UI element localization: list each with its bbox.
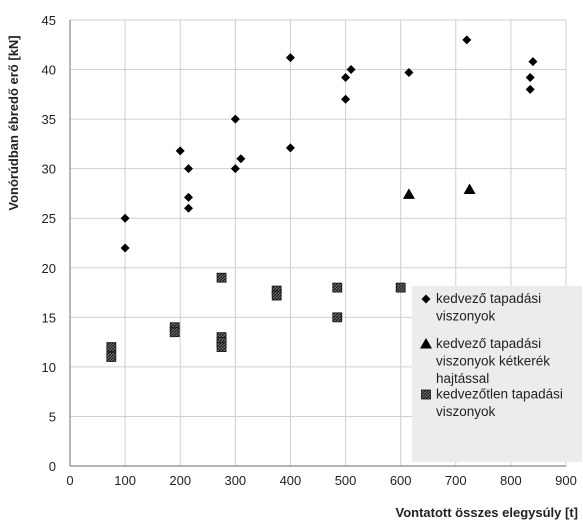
- x-tick-label: 100: [114, 473, 136, 488]
- triangle-data-point: [463, 183, 476, 194]
- legend-diamond-icon: [421, 294, 431, 304]
- square-hatched-data-point: [271, 290, 282, 301]
- square-hatched-data-point: [332, 312, 343, 323]
- x-tick-label: 700: [445, 473, 467, 488]
- diamond-data-point: [230, 164, 240, 174]
- legend-label: viszonyok: [436, 404, 496, 419]
- square-hatched-data-point: [216, 272, 227, 283]
- axes: 0 100 200 300 400 500 600 700 800 900 0 5 10 15 20 25 30…: [42, 13, 577, 488]
- y-tick-label: 10: [42, 360, 56, 375]
- diamond-data-point: [183, 203, 193, 213]
- legend-square-hatched-icon: [421, 389, 431, 400]
- legend-box: [412, 286, 582, 462]
- square-hatched-data-point: [106, 352, 117, 362]
- diamond-data-point: [525, 72, 535, 82]
- x-tick-label: 200: [169, 473, 191, 488]
- diamond-data-point: [462, 35, 472, 45]
- y-tick-label: 30: [42, 162, 56, 177]
- legend-label: kedvező tapadási: [436, 291, 541, 306]
- legend-label: kedvező tapadási: [436, 336, 541, 351]
- y-tick-label: 45: [42, 13, 56, 28]
- diamond-data-point: [404, 68, 414, 78]
- x-tick-label: 500: [335, 473, 357, 488]
- legend-label: viszonyok: [436, 309, 496, 324]
- x-tick-label: 300: [224, 473, 246, 488]
- diamond-data-point: [341, 72, 351, 82]
- diamond-data-point: [285, 53, 295, 63]
- data-marks: [106, 35, 538, 362]
- triangle-data-point: [402, 188, 415, 199]
- square-hatched-data-point: [332, 282, 343, 293]
- y-tick-label: 0: [49, 459, 56, 474]
- x-axis-title: Vontatott összes elegysúly [t]: [395, 505, 578, 520]
- diamond-data-point: [183, 192, 193, 202]
- diamond-data-point: [528, 57, 538, 67]
- x-tick-label: 400: [280, 473, 302, 488]
- y-tick-label: 40: [42, 63, 56, 78]
- legend-triangle-icon: [420, 338, 432, 349]
- diamond-data-point: [120, 213, 130, 223]
- x-tick-label: 800: [500, 473, 522, 488]
- diamond-data-point: [285, 143, 295, 153]
- x-tick-label: 900: [555, 473, 577, 488]
- legend: kedvező tapadási viszonyok kedvező tapadás…: [412, 286, 582, 462]
- diamond-data-point: [346, 65, 356, 75]
- square-hatched-data-point: [106, 342, 117, 352]
- x-tick-label: 0: [66, 473, 73, 488]
- y-tick-label: 15: [42, 310, 56, 325]
- square-hatched-data-point: [216, 342, 227, 352]
- y-tick-label: 25: [42, 211, 56, 226]
- x-tick-label: 600: [390, 473, 412, 488]
- y-tick-label: 35: [42, 112, 56, 127]
- legend-label: viszonyok kétkerék: [436, 354, 550, 369]
- diamond-data-point: [175, 146, 185, 156]
- legend-label: kedvezőtlen tapadási: [436, 387, 563, 402]
- legend-label: hajtással: [436, 371, 489, 386]
- y-tick-label: 5: [49, 409, 56, 424]
- grid-layer: [70, 19, 567, 466]
- y-axis-title: Vonórúdban ébredő erő [kN]: [6, 35, 21, 210]
- diamond-data-point: [120, 243, 130, 253]
- square-hatched-data-point: [169, 327, 180, 338]
- diamond-data-point: [230, 114, 240, 124]
- y-tick-label: 20: [42, 261, 56, 276]
- diamond-data-point: [341, 94, 351, 104]
- diamond-data-point: [525, 84, 535, 94]
- square-hatched-data-point: [395, 282, 406, 293]
- diamond-data-point: [183, 164, 193, 174]
- diamond-data-point: [236, 154, 246, 164]
